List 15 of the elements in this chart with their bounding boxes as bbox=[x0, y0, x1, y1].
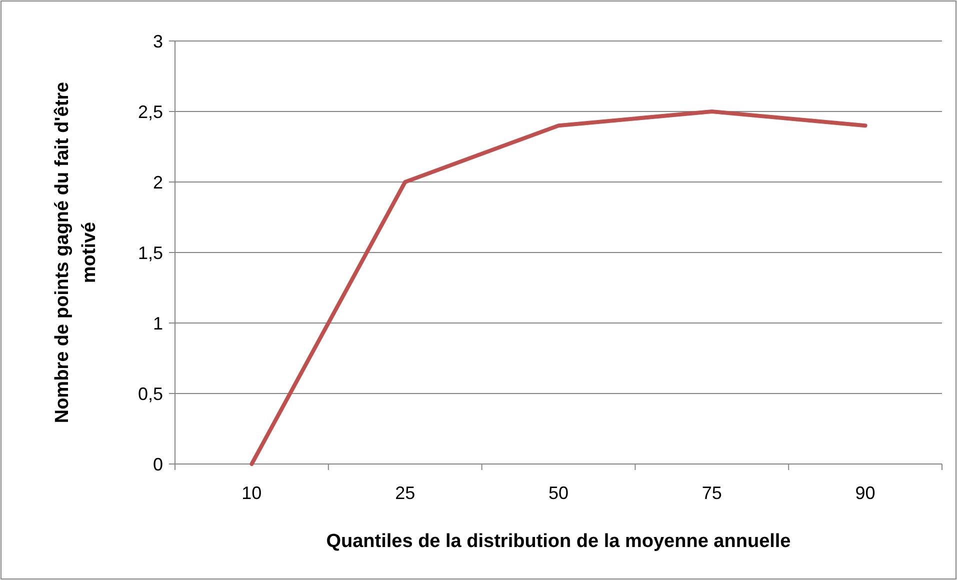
y-axis-title: Nombre de points gagné du fait d'être motivé bbox=[52, 82, 100, 424]
x-tick-label: 50 bbox=[548, 483, 569, 503]
x-tick-label: 10 bbox=[242, 483, 262, 503]
x-tick-label: 90 bbox=[855, 483, 876, 503]
x-tick-label: 75 bbox=[702, 483, 722, 503]
line-series bbox=[250, 110, 868, 466]
y-tick-label: 0,5 bbox=[138, 384, 163, 404]
y-tick-label: 2 bbox=[152, 172, 163, 192]
y-tick-label: 2,5 bbox=[138, 102, 163, 122]
y-tick-label: 3 bbox=[152, 31, 163, 52]
y-tick-label: 1,5 bbox=[138, 242, 163, 263]
y-tick-label: 0 bbox=[152, 454, 163, 474]
x-tick-label: 25 bbox=[395, 483, 416, 503]
y-tick-label: 1 bbox=[152, 313, 163, 334]
x-axis-title: Quantiles de la distribution de la moyenne annuelle bbox=[326, 531, 791, 552]
